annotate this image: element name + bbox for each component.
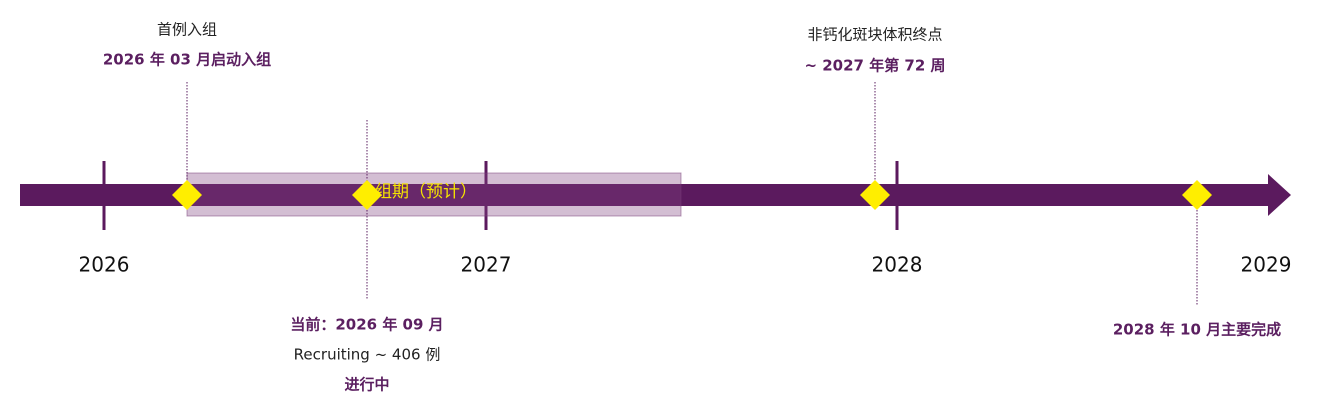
enrollment-band bbox=[186, 172, 682, 217]
arrow-head bbox=[1268, 174, 1291, 216]
timeline-bar bbox=[20, 184, 1272, 206]
milestone-detail: 2026 年 03 月启动入组 bbox=[103, 51, 271, 69]
year-label: 2027 bbox=[461, 253, 512, 277]
milestone-title: 2028 年 10 月主要完成 bbox=[1113, 321, 1281, 339]
milestone-marker bbox=[352, 180, 382, 210]
year-label: 2028 bbox=[872, 253, 923, 277]
milestone-detail: ~ 2027 年第 72 周 bbox=[804, 57, 945, 75]
milestone-marker bbox=[860, 180, 890, 210]
milestone-marker bbox=[1182, 180, 1212, 210]
milestone-title: 非钙化斑块体积终点 bbox=[807, 26, 942, 44]
milestone-status: 进行中 bbox=[344, 376, 389, 394]
milestone-title: 首例入组 bbox=[157, 21, 217, 39]
milestone-marker bbox=[172, 180, 202, 210]
milestone-title: 当前：2026 年 09 月 bbox=[290, 316, 443, 334]
year-label: 2026 bbox=[79, 253, 130, 277]
year-label: 2029 bbox=[1241, 253, 1292, 277]
milestone-detail: Recruiting ~ 406 例 bbox=[294, 346, 441, 364]
band-label: 入组期（预计） bbox=[358, 182, 477, 202]
